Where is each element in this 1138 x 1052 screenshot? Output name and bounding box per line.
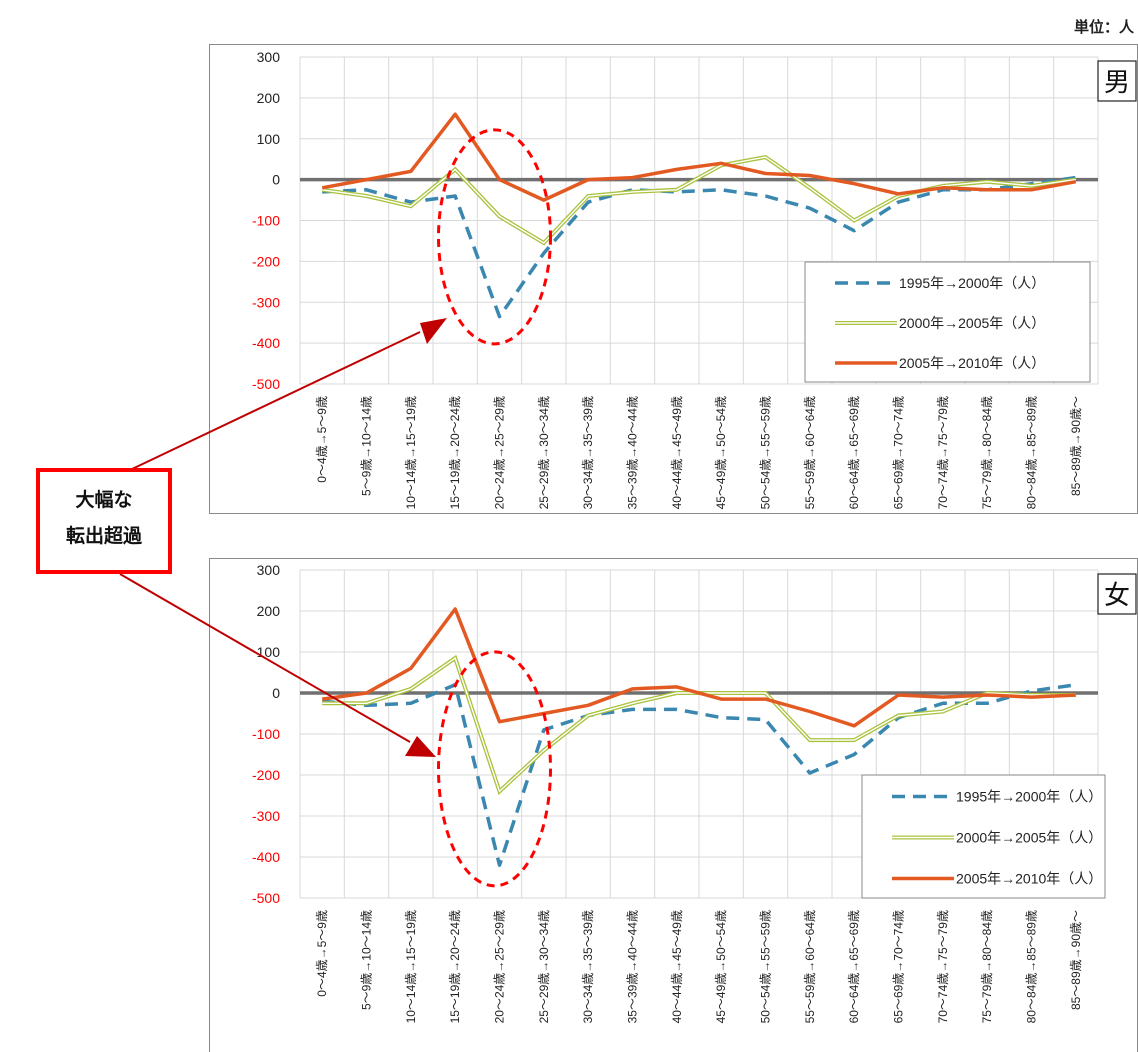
x-tick-label: 30～34歳→35～39歳 [581, 910, 595, 1023]
x-tick-label: 25～29歳→30～34歳 [537, 396, 551, 509]
y-tick-label: 0 [272, 172, 280, 188]
y-tick-label: 300 [257, 49, 281, 65]
x-tick-label: 30～34歳→35～39歳 [581, 396, 595, 509]
x-tick-label: 35～39歳→40～44歳 [626, 396, 640, 509]
arrow-line-upper [129, 331, 421, 471]
x-tick-label: 5～9歳→10～14歳 [360, 396, 374, 496]
chart-title: 女 [1104, 580, 1130, 610]
callout-box [36, 468, 172, 574]
x-tick-label: 75～79歳→80～84歳 [980, 910, 994, 1023]
x-tick-label: 70～74歳→75～79歳 [936, 396, 950, 509]
x-tick-label: 65～69歳→70～74歳 [892, 910, 906, 1023]
x-tick-label: 70～74歳→75～79歳 [936, 910, 950, 1023]
series-line-2005-2010 [321, 607, 1076, 728]
y-tick-label: -500 [252, 890, 280, 906]
y-tick-label: 100 [257, 131, 281, 147]
x-tick-label: 60～64歳→65～69歳 [847, 910, 861, 1023]
x-tick-label: 20～24歳→25～29歳 [493, 910, 507, 1023]
x-tick-label: 75～79歳→80～84歳 [980, 396, 994, 509]
legend-label: 2005年→2010年（人） [899, 355, 1045, 371]
gridlines [299, 56, 1099, 385]
y-tick-label: 0 [272, 685, 280, 701]
y-tick-label: -500 [252, 376, 280, 392]
highlight-ellipse [437, 650, 552, 888]
x-tick-label: 45～49歳→50～54歳 [714, 396, 728, 509]
chart-panel-2: 300 200 100 0 -100 -200 -300 -400 -500 0～4歳→5～9歳 5… [209, 558, 1138, 1052]
x-tick-label: 55～59歳→60～64歳 [803, 910, 817, 1023]
callout-text: 転出超過 [66, 524, 143, 547]
x-tick-label: 55～59歳→60～64歳 [803, 396, 817, 509]
x-tick-label: 15～19歳→20～24歳 [448, 910, 462, 1023]
x-tick-label: 25～29歳→30～34歳 [537, 910, 551, 1023]
x-tick-label: 85～89歳→90歳～ [1069, 910, 1083, 1010]
legend-label: 2005年→2010年（人） [956, 871, 1102, 887]
y-tick-label: -300 [252, 294, 280, 310]
unit-label: 単位：人 [1074, 18, 1135, 36]
gender-box [1097, 60, 1137, 102]
x-tick-label: 10～14歳→15～19歳 [404, 910, 418, 1023]
x-tick-label: 45～49歳→50～54歳 [714, 910, 728, 1023]
legend-label: 1995年→2000年（人） [899, 275, 1045, 291]
gender-box [1097, 573, 1137, 615]
x-tick-label: 85～89歳→90歳～ [1069, 396, 1083, 496]
legend-label: 2000年→2005年（人） [899, 315, 1045, 331]
legend: 1995年→2000年（人） 2000年→2005年（人） 2005年→2010年（… [804, 261, 1091, 383]
arrowhead-lower [405, 736, 436, 757]
legend-label: 2000年→2005年（人） [956, 830, 1102, 846]
x-tick-label: 20～24歳→25～29歳 [493, 396, 507, 509]
y-tick-label: -100 [252, 213, 280, 229]
x-tick-label: 50～54歳→55～59歳 [759, 396, 773, 509]
series-line-2005-2010 [321, 112, 1077, 202]
x-tick-label: 10～14歳→15～19歳 [404, 396, 418, 509]
chart-title: 男 [1104, 67, 1130, 97]
callout-text: 大幅な [75, 488, 132, 511]
charts: 300 200 100 0 -100 -200 -300 -400 -500 0～4歳→5～9歳 5… [209, 44, 1138, 1052]
legend-label: 1995年→2000年（人） [956, 789, 1102, 805]
y-tick-label: 200 [257, 603, 281, 619]
highlight-ellipse [437, 128, 552, 346]
y-tick-label: 200 [257, 90, 281, 106]
y-tick-label: 100 [257, 644, 281, 660]
y-tick-label: -200 [252, 253, 280, 269]
y-tick-label: -400 [252, 335, 280, 351]
x-tick-label: 0～4歳→5～9歳 [315, 910, 329, 997]
y-tick-label: -200 [252, 767, 280, 783]
x-tick-label: 65～69歳→70～74歳 [892, 396, 906, 509]
x-tick-label: 80～84歳→85～89歳 [1025, 396, 1039, 509]
x-tick-label: 5～9歳→10～14歳 [360, 910, 374, 1010]
x-tick-label: 35～39歳→40～44歳 [626, 910, 640, 1023]
x-tick-label: 50～54歳→55～59歳 [759, 910, 773, 1023]
x-tick-label: 60～64歳→65～69歳 [847, 396, 861, 509]
arrowhead-upper [420, 318, 447, 344]
legend: 1995年→2000年（人） 2000年→2005年（人） 2005年→2010年（… [861, 774, 1106, 899]
y-tick-label: -300 [252, 808, 280, 824]
arrow-line-lower [119, 573, 411, 743]
y-tick-label: 300 [257, 562, 281, 578]
chart-panel-1: 300 200 100 0 -100 -200 -300 -400 -500 0～4歳→5～9歳 5… [209, 44, 1138, 514]
x-tick-label: 40～44歳→45～49歳 [670, 396, 684, 509]
x-tick-label: 80～84歳→85～89歳 [1025, 910, 1039, 1023]
y-tick-label: -100 [252, 726, 280, 742]
y-tick-label: -400 [252, 849, 280, 865]
series-line-1995-2000 [322, 683, 1077, 867]
x-tick-label: 40～44歳→45～49歳 [670, 910, 684, 1023]
x-tick-label: 15～19歳→20～24歳 [448, 396, 462, 509]
x-tick-label: 0～4歳→5～9歳 [315, 396, 329, 483]
